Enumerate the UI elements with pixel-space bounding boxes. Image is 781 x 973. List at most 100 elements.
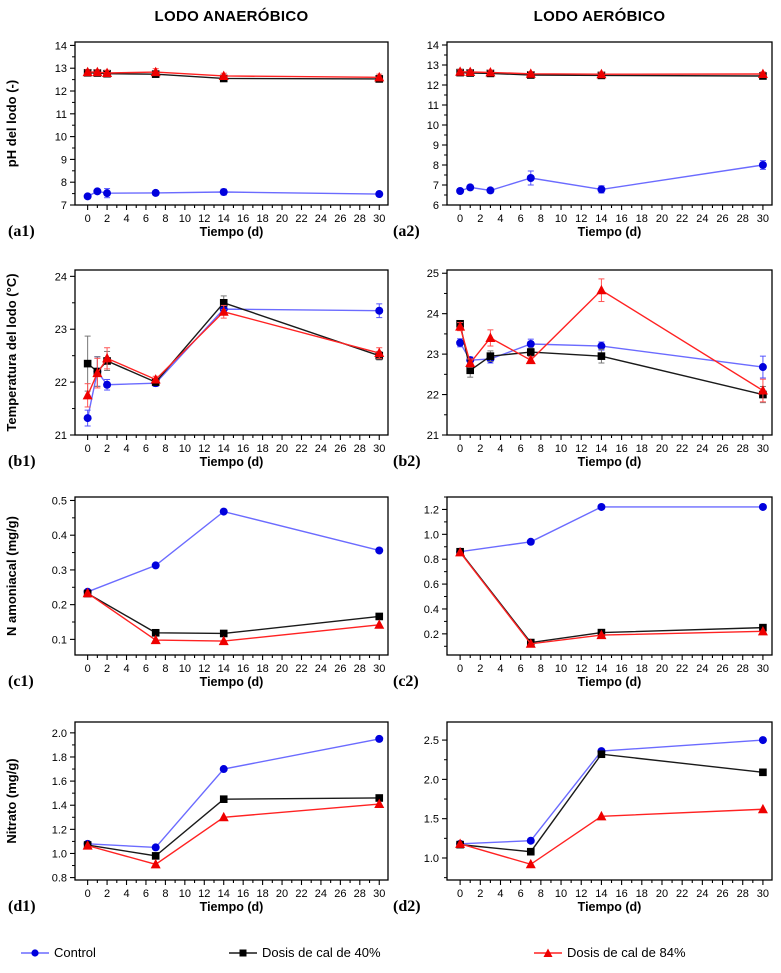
y-axis-ticks: 7 8 9 10 11 12 13 14 — [55, 40, 75, 212]
svg-text:0: 0 — [85, 888, 91, 900]
y-axis-label: pH del lodo (-) — [4, 80, 19, 167]
series-cal84 — [82, 587, 385, 646]
svg-text:14: 14 — [427, 40, 439, 52]
svg-text:22: 22 — [295, 443, 307, 455]
svg-text:18: 18 — [256, 663, 268, 675]
legend-item-cal84: Dosis de cal de 84% — [533, 945, 686, 960]
panel-label-a2: (a2) — [393, 223, 420, 240]
svg-text:12: 12 — [575, 213, 587, 225]
panel-label-a1: (a1) — [8, 223, 35, 240]
svg-text:8: 8 — [538, 213, 544, 225]
subplot-c1: 0 2 4 6 8 10 12 14 16 18 20 22 24 26 28 30 0.1 0.2 0.3 0.4 0… — [0, 478, 390, 710]
svg-text:4: 4 — [497, 888, 503, 900]
svg-text:1.8: 1.8 — [52, 752, 67, 764]
svg-text:28: 28 — [737, 663, 749, 675]
x-axis-label: Tiempo (d) — [578, 225, 642, 239]
svg-text:0: 0 — [85, 443, 91, 455]
series-cal40 — [83, 794, 384, 860]
svg-text:6: 6 — [143, 443, 149, 455]
svg-text:26: 26 — [716, 663, 728, 675]
svg-text:23: 23 — [427, 349, 439, 361]
svg-text:4: 4 — [123, 663, 129, 675]
svg-text:4: 4 — [497, 443, 503, 455]
svg-text:6: 6 — [518, 213, 524, 225]
svg-text:14: 14 — [595, 213, 607, 225]
svg-text:14: 14 — [218, 888, 230, 900]
svg-text:14: 14 — [595, 663, 607, 675]
series-control — [83, 187, 384, 201]
svg-text:10: 10 — [555, 213, 567, 225]
svg-text:2: 2 — [104, 663, 110, 675]
svg-text:2.0: 2.0 — [424, 774, 439, 786]
svg-text:25: 25 — [427, 268, 439, 280]
y-axis-ticks: 0.8 1.0 1.2 1.4 1.6 1.8 2.0 — [52, 728, 75, 885]
legend-label-cal84: Dosis de cal de 84% — [567, 945, 686, 960]
subplot-svg-a1: 0 2 4 6 8 10 12 14 16 18 20 22 24 26 28 307891011121314… — [4, 40, 389, 240]
legend-marker-square-icon — [229, 949, 257, 956]
svg-text:28: 28 — [737, 888, 749, 900]
svg-text:26: 26 — [334, 213, 346, 225]
x-axis-label: Tiempo (d) — [200, 455, 264, 469]
svg-text:12: 12 — [55, 86, 67, 98]
subplot-b1: 0 2 4 6 8 10 12 14 16 18 20 22 24 26 28 30 21 22 23 24 Tiemp… — [0, 240, 390, 478]
series-cal84 — [82, 798, 385, 869]
svg-text:12: 12 — [575, 663, 587, 675]
svg-text:20: 20 — [276, 213, 288, 225]
svg-text:0.8: 0.8 — [52, 873, 67, 885]
svg-text:30: 30 — [757, 888, 769, 900]
y-axis-ticks: 1.0 1.5 2.0 2.5 — [424, 735, 447, 879]
x-axis-ticks: 0 2 4 6 8 10 12 14 16 18 20 22 24 26 28 30 — [457, 205, 769, 225]
svg-text:0: 0 — [85, 213, 91, 225]
column-title-aerobic: LODO AERÓBICO — [533, 8, 666, 25]
svg-text:1.0: 1.0 — [52, 848, 67, 860]
svg-text:16: 16 — [615, 213, 627, 225]
x-axis-ticks: 0 2 4 6 8 10 12 14 16 18 20 22 24 26 28 30 — [85, 655, 385, 675]
svg-text:6: 6 — [433, 200, 439, 212]
svg-text:12: 12 — [198, 213, 210, 225]
svg-text:12: 12 — [575, 443, 587, 455]
legend-label-control: Control — [54, 945, 96, 960]
svg-text:18: 18 — [636, 213, 648, 225]
series-control — [456, 502, 767, 556]
svg-text:2.5: 2.5 — [424, 735, 439, 747]
x-axis-label: Tiempo (d) — [578, 455, 642, 469]
x-axis-ticks: 0 2 4 6 8 10 12 14 16 18 20 22 24 26 28 30 — [85, 205, 385, 225]
svg-text:20: 20 — [656, 888, 668, 900]
svg-text:24: 24 — [315, 888, 327, 900]
svg-text:8: 8 — [538, 663, 544, 675]
svg-text:16: 16 — [615, 663, 627, 675]
svg-text:9: 9 — [61, 154, 67, 166]
series-cal84 — [455, 66, 768, 79]
svg-text:20: 20 — [656, 663, 668, 675]
subplot-svg-c2: 0 2 4 6 8 10 12 14 16 18 20 22 24 26 28 300.20.40.60.81… — [393, 496, 773, 690]
svg-text:28: 28 — [354, 888, 366, 900]
svg-text:24: 24 — [696, 888, 708, 900]
subplot-svg-d1: 0 2 4 6 8 10 12 14 16 18 20 22 24 26 28 300.81.01.21.41… — [4, 721, 389, 915]
y-axis-ticks: 21 22 23 24 25 — [427, 268, 447, 442]
svg-text:26: 26 — [716, 888, 728, 900]
svg-text:18: 18 — [636, 443, 648, 455]
y-axis-label: N amoniacal (mg/g) — [4, 516, 19, 636]
series-control — [83, 507, 384, 596]
panel-label-d2: (d2) — [393, 898, 421, 915]
y-axis-label: Temperatura del lodo (°C) — [4, 273, 19, 431]
svg-text:4: 4 — [497, 663, 503, 675]
axes-box — [446, 269, 773, 436]
subplot-svg-b2: 0 2 4 6 8 10 12 14 16 18 20 22 24 26 28 302122232425Tie… — [393, 268, 773, 470]
subplot-svg-a2: 0 2 4 6 8 10 12 14 16 18 20 22 24 26 28 306789101112131… — [393, 40, 773, 240]
svg-text:12: 12 — [198, 888, 210, 900]
svg-text:1.0: 1.0 — [424, 529, 439, 541]
svg-text:24: 24 — [55, 271, 67, 283]
svg-text:0.4: 0.4 — [52, 530, 67, 542]
x-axis-ticks: 0 2 4 6 8 10 12 14 16 18 20 22 24 26 28 30 — [457, 655, 769, 675]
svg-text:21: 21 — [427, 430, 439, 442]
svg-text:23: 23 — [55, 324, 67, 336]
svg-text:22: 22 — [295, 213, 307, 225]
svg-text:28: 28 — [737, 213, 749, 225]
svg-text:22: 22 — [676, 888, 688, 900]
axes-box — [74, 496, 389, 656]
x-axis-label: Tiempo (d) — [578, 900, 642, 914]
svg-text:28: 28 — [354, 213, 366, 225]
svg-text:1.6: 1.6 — [52, 776, 67, 788]
